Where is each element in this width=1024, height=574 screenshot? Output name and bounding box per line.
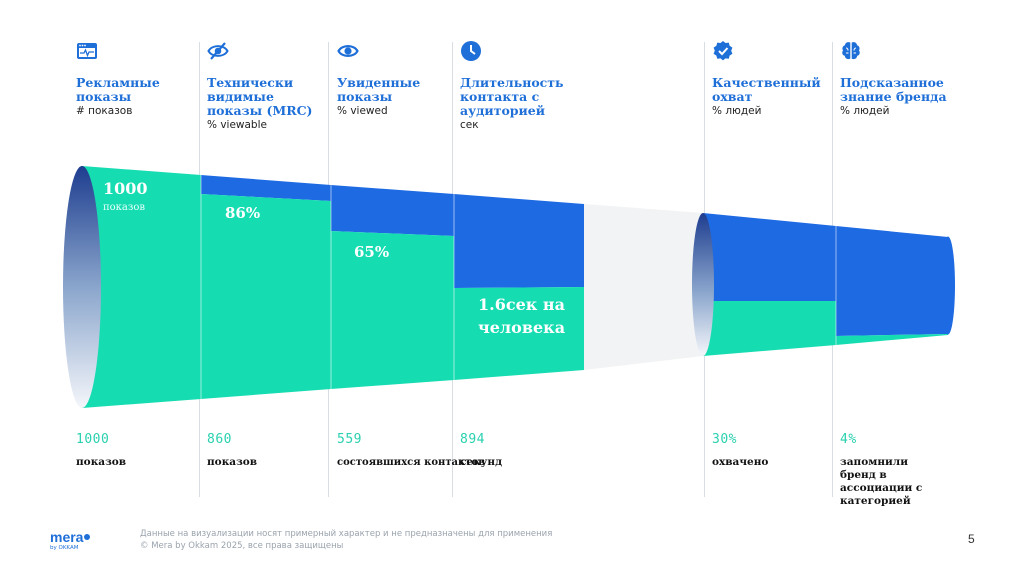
logo-text: mera [50,529,84,545]
funnel-opening-cap [63,166,101,408]
funnel-first-unit: показов [103,202,146,213]
funnel-segment-viewable-teal [201,194,331,399]
funnel-third-percent: 65% [354,243,390,261]
clock-icon [461,41,481,61]
disclaimer-line: Данные на визуализации носят примерный х… [140,529,553,539]
funnel-segment-brand-awareness-teal [836,334,948,345]
column-title: Длительность контакта с аудиторией [460,75,564,118]
funnel-segment-viewed-teal [331,231,454,389]
funnel-segment-duration-blue [454,194,584,288]
funnel-gap [584,204,703,370]
verified-badge-icon [713,41,733,61]
column-header-brand-awareness: Подсказанное знание бренда % людей [840,40,964,118]
brain-icon [842,42,860,60]
column-title: Качественный охват [712,75,821,104]
column-subtitle: % людей [712,105,762,117]
column-header-viewed: Увиденные показы % viewed [337,40,461,118]
eye-icon [337,45,359,57]
column-header-duration: Длительность контакта с аудиторией сек [460,40,620,132]
funnel-first-value: 1000 [103,179,148,198]
funnel-segment-ad-impressions [82,166,201,408]
stage-value-label: запомнили бренд в ассоциации с категорие… [840,456,923,507]
stage-value: 1000 [76,432,110,447]
column-subtitle: % viewed [337,105,388,117]
stage-value-label: показов [76,456,127,468]
logo-subtext: by OKKAM [50,545,79,551]
column-header-ad-impressions: Рекламные показы # показов [76,40,200,118]
column-title: Увиденные показы [337,75,421,104]
column-title: Технически видимые показы (MRC) [207,75,313,118]
stage-value: 4% [840,432,857,447]
funnel-segment-brand-awareness-blue [836,226,948,336]
stage-value: 30% [712,432,737,447]
column-subtitle: # показов [76,105,133,117]
stage-value: 860 [207,432,232,447]
column-header-viewable: Технически видимые показы (MRC) % viewab… [207,40,331,132]
funnel-second-percent: 86% [225,204,261,222]
funnel-inner-cap [692,213,714,356]
stage-value: 559 [337,432,362,447]
stage-value-label: охвачено [712,456,769,468]
funnel-segment-quality-reach-teal [703,301,836,356]
eye-crossed-icon [207,42,229,60]
column-title: Рекламные показы [76,75,160,104]
column-subtitle: % людей [840,105,890,117]
funnel-segment-duration-teal [454,287,584,380]
funnel-fourth-line2: человека [478,318,566,337]
funnel-segment-viewed-blue [331,185,454,236]
funnel-segment-viewable-blue [201,175,331,201]
funnel-fourth-line1: 1.6сек на [478,295,565,314]
mera-logo: mera by OKKAM [50,527,91,551]
copyright-line: © Mera by Okkam 2025, все права защищены [140,541,344,551]
column-header-quality-reach: Качественный охват % людей [712,40,836,118]
page-number: 5 [968,532,975,546]
stage-value-label: показов [207,456,258,468]
funnel-end-cap [941,236,955,335]
column-subtitle: % viewable [207,119,267,131]
funnel-segment-quality-reach-blue [703,213,836,301]
browser-window-icon [77,43,97,59]
stage-value-label: состоявшихся контактов [337,457,486,468]
disclaimer: Данные на визуализации носят примерный х… [140,528,552,552]
column-title: Подсказанное знание бренда [840,75,947,104]
column-subtitle: сек [460,119,479,131]
stage-value: 894 [460,432,485,447]
stage-value-label: секунд [460,456,503,468]
